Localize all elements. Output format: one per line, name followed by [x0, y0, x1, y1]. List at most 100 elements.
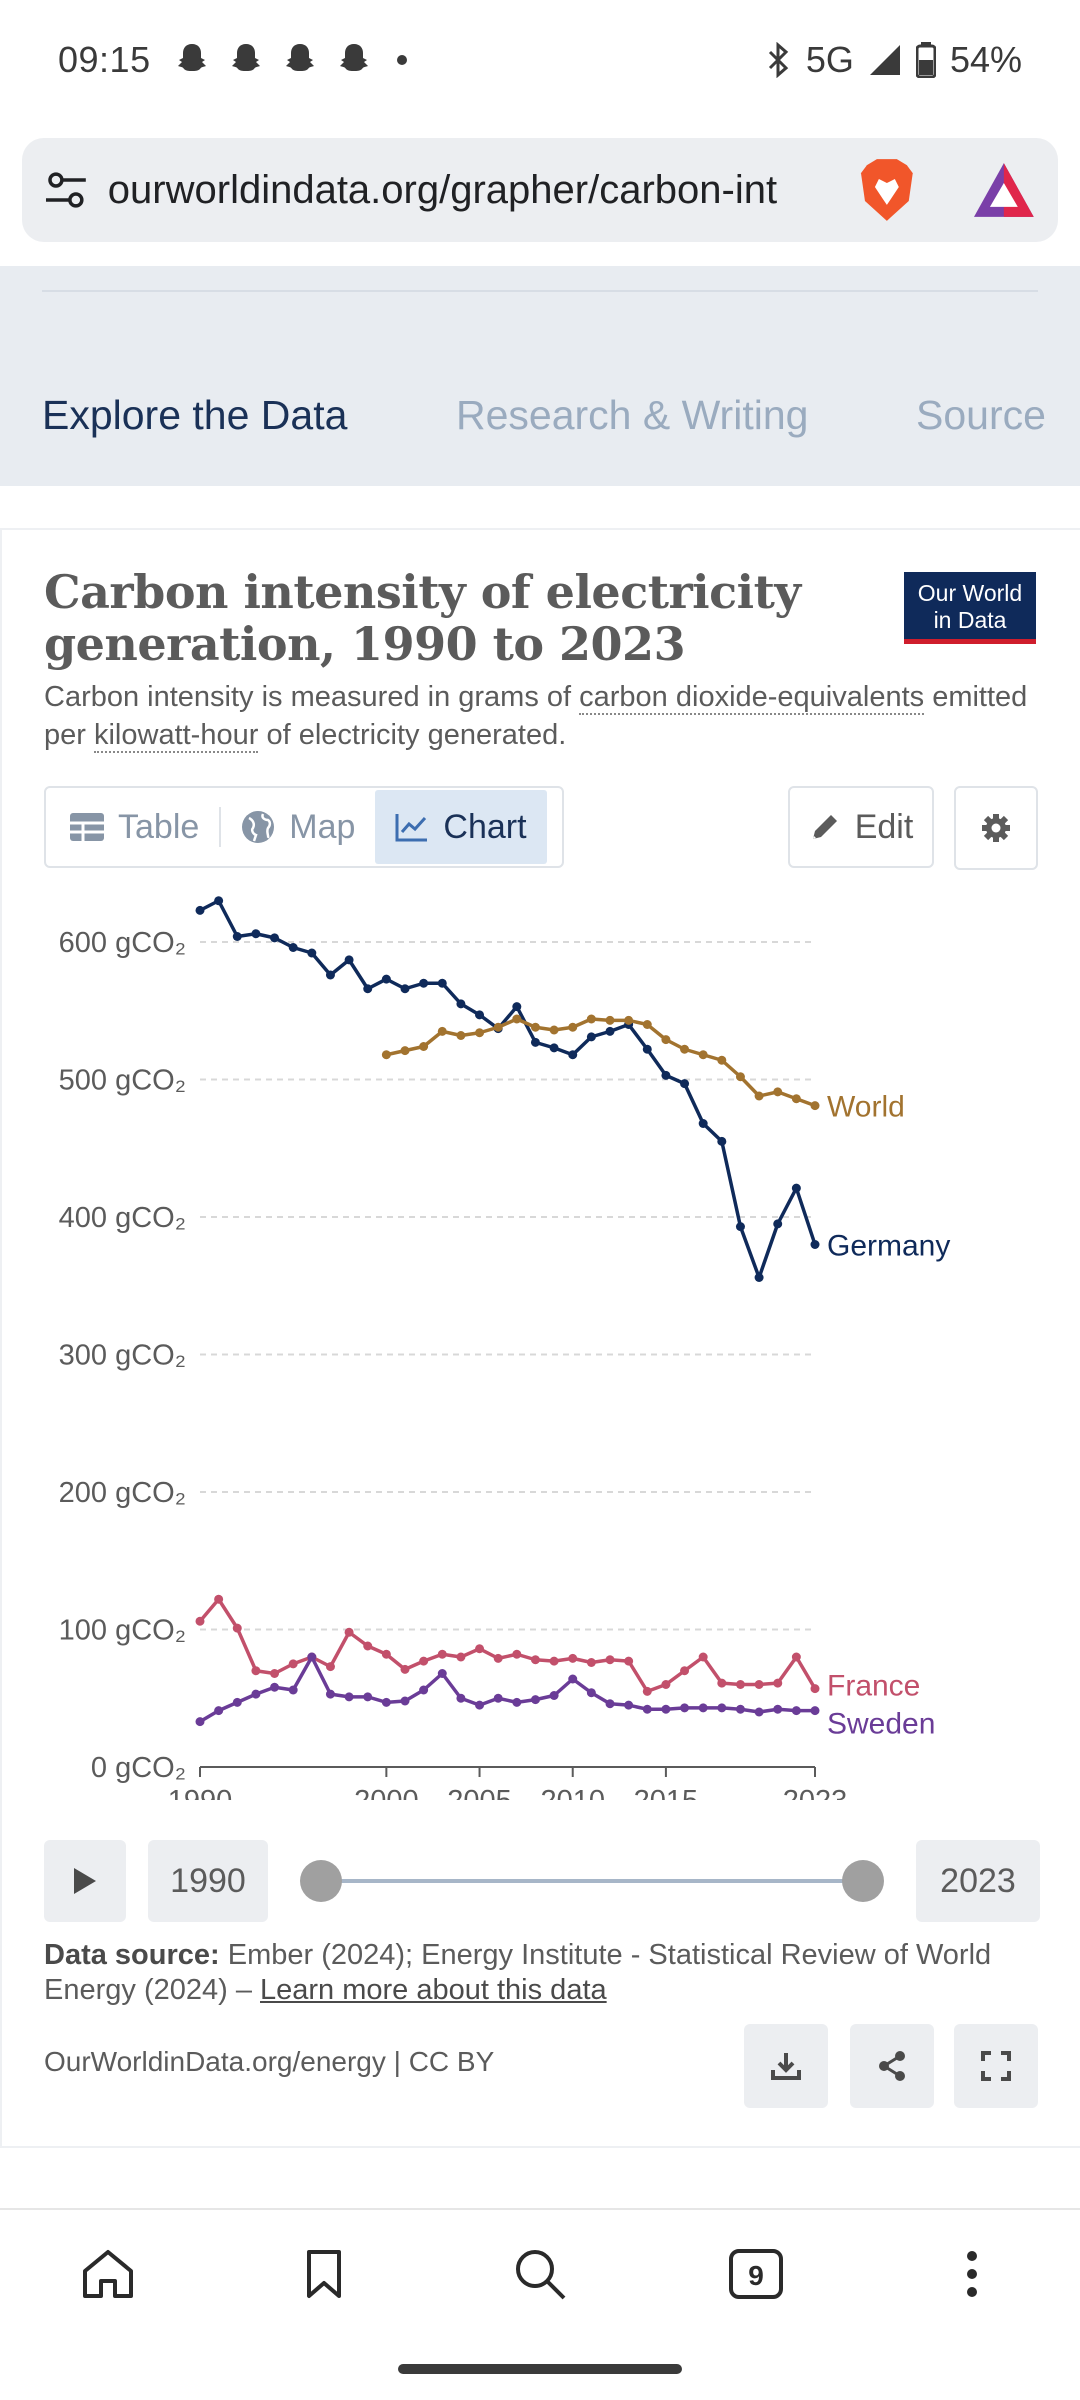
gesture-bar[interactable] — [398, 2364, 682, 2374]
url-text[interactable]: ourworldindata.org/grapher/carbon-int — [107, 167, 778, 212]
chart-tab-label: Chart — [443, 807, 527, 846]
data-point-sweden — [493, 1693, 503, 1703]
line-chart[interactable]: 0 gCO₂ 100 gCO₂ 200 gCO₂ 300 gCO₂ 400 gCO₂ 50… — [0, 880, 1080, 1800]
data-point-germany — [307, 948, 317, 958]
play-button[interactable] — [44, 1840, 126, 1922]
timeline-track[interactable] — [322, 1879, 862, 1883]
data-point-sweden — [605, 1699, 615, 1709]
divider — [42, 290, 1038, 292]
tabs-button[interactable]: 9 — [716, 2234, 796, 2314]
data-point-germany — [530, 1037, 540, 1047]
table-tab-label: Table — [118, 807, 200, 846]
site-settings-icon[interactable] — [44, 168, 88, 212]
brave-shields-icon[interactable] — [857, 157, 917, 223]
settings-button[interactable] — [954, 786, 1038, 870]
co2e-definition-link[interactable]: carbon dioxide-equivalents — [579, 681, 925, 715]
tab-research-writing[interactable]: Research & Writing — [456, 392, 809, 438]
data-point-germany — [325, 970, 335, 980]
y-tick-label: 0 gCO₂ — [91, 1752, 186, 1784]
x-tick-label: 2005 — [447, 1785, 512, 1800]
data-point-sweden — [475, 1700, 485, 1710]
y-tick-label: 100 gCO₂ — [59, 1615, 186, 1647]
tabs-icon: 9 — [729, 2249, 783, 2299]
snapchat-icon — [177, 44, 206, 71]
edit-button[interactable]: Edit — [788, 786, 934, 868]
snapchat-icon — [339, 44, 368, 71]
status-bar: 09:15 5G 54% — [0, 0, 1080, 120]
map-tab[interactable]: Map — [221, 790, 375, 864]
address-bar[interactable]: ourworldindata.org/grapher/carbon-int — [22, 138, 1058, 242]
more-notifications-dot — [396, 55, 407, 65]
table-tab[interactable]: Table — [50, 790, 219, 864]
data-point-germany — [680, 1079, 690, 1089]
data-point-sweden — [791, 1706, 801, 1716]
play-icon — [74, 1868, 96, 1894]
search-button[interactable] — [500, 2234, 580, 2314]
map-tab-label: Map — [289, 807, 356, 846]
data-point-germany — [605, 1026, 615, 1036]
data-point-france — [717, 1678, 727, 1688]
data-point-sweden — [381, 1697, 391, 1707]
data-point-world — [810, 1101, 820, 1111]
data-point-france — [288, 1659, 298, 1669]
data-point-france — [773, 1678, 783, 1688]
data-point-germany — [717, 1136, 727, 1146]
license-link[interactable]: OurWorldinData.org/energy | CC BY — [44, 2046, 495, 2077]
series-label-germany: Germany — [827, 1230, 950, 1263]
data-point-germany — [512, 1002, 522, 1012]
data-point-world — [586, 1014, 596, 1024]
data-point-sweden — [400, 1696, 410, 1706]
menu-button[interactable] — [932, 2234, 1012, 2314]
table-icon — [70, 813, 104, 841]
more-vert-icon — [967, 2251, 977, 2297]
series-line-france — [198, 1597, 817, 1694]
data-point-sweden — [251, 1689, 261, 1699]
network-type: 5G — [805, 39, 854, 80]
data-point-sweden — [307, 1652, 317, 1662]
data-point-sweden — [735, 1704, 745, 1714]
data-point-france — [754, 1680, 764, 1689]
line-chart-icon — [395, 814, 428, 842]
fullscreen-button[interactable] — [954, 2024, 1038, 2108]
signal-icon — [869, 45, 900, 75]
home-button[interactable] — [68, 2234, 148, 2314]
download-button[interactable] — [744, 2024, 828, 2108]
data-point-germany — [773, 1219, 783, 1229]
owid-logo[interactable]: Our World in Data — [904, 572, 1036, 644]
data-point-germany — [586, 1032, 596, 1042]
data-point-sweden — [214, 1706, 224, 1716]
data-point-france — [493, 1653, 503, 1663]
data-point-world — [530, 1022, 540, 1032]
series-label-france: France — [827, 1670, 920, 1703]
chart-tab[interactable]: Chart — [375, 790, 547, 864]
start-handle[interactable] — [300, 1860, 342, 1902]
data-point-sweden — [680, 1703, 690, 1713]
tab-source[interactable]: Source — [916, 392, 1046, 438]
start-year-box[interactable]: 1990 — [148, 1840, 268, 1922]
data-point-world — [568, 1022, 578, 1032]
data-point-france — [512, 1649, 522, 1659]
data-point-france — [270, 1669, 280, 1678]
y-tick-label: 600 gCO₂ — [59, 927, 186, 959]
data-point-germany — [791, 1183, 801, 1193]
end-handle[interactable] — [842, 1860, 884, 1902]
tab-explore-the-data[interactable]: Explore the Data — [42, 392, 348, 438]
data-point-france — [363, 1641, 373, 1651]
data-point-world — [791, 1094, 801, 1104]
data-point-france — [530, 1655, 540, 1665]
data-point-france — [586, 1658, 596, 1667]
brave-rewards-icon[interactable] — [972, 161, 1036, 219]
section-nav: Explore the Data Research & Writing Sour… — [0, 266, 1080, 486]
share-button[interactable] — [850, 2024, 934, 2108]
fullscreen-icon — [981, 2051, 1011, 2081]
data-point-sweden — [642, 1704, 652, 1714]
data-point-france — [624, 1656, 634, 1666]
kwh-definition-link[interactable]: kilowatt-hour — [93, 719, 259, 753]
data-point-france — [642, 1686, 652, 1696]
learn-more-link[interactable]: Learn more about this data — [260, 1974, 607, 2006]
x-tick-label: 2015 — [634, 1785, 699, 1800]
end-year-box[interactable]: 2023 — [916, 1840, 1040, 1922]
data-point-sweden — [530, 1695, 540, 1705]
data-point-france — [810, 1684, 820, 1694]
bookmarks-button[interactable] — [284, 2234, 364, 2314]
